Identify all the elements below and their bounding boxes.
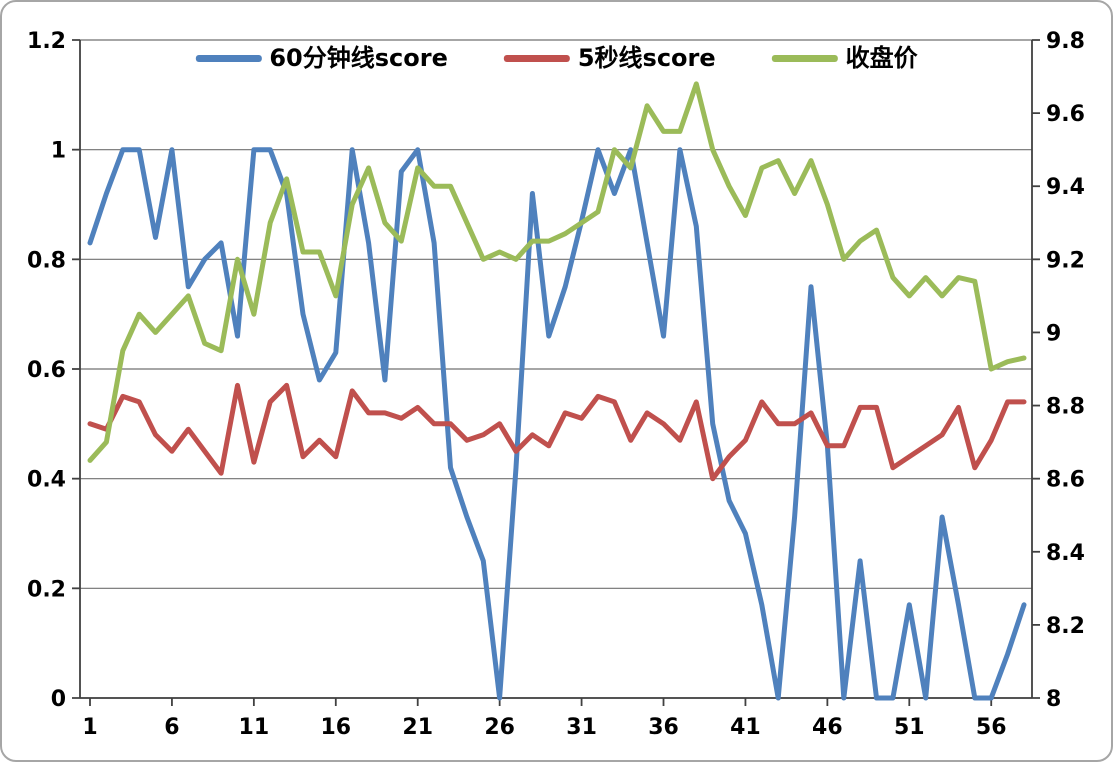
series-line-2 (87, 382, 1027, 482)
series-line-3 (87, 81, 1027, 463)
right-axis-tick-label: 9.8 (1046, 29, 1085, 54)
x-axis-tick-label: 11 (239, 715, 270, 740)
right-axis-tick-label: 8 (1046, 687, 1061, 712)
left-axis-tick-label: 0.4 (27, 468, 66, 493)
legend-swatch-close-price (771, 54, 838, 62)
x-axis-tick-label: 46 (812, 715, 843, 740)
right-axis-tick-label: 9.6 (1046, 102, 1085, 127)
series-line-1 (87, 147, 1027, 701)
right-axis-tick-label: 9.2 (1046, 248, 1085, 273)
x-axis-tick-label: 56 (976, 715, 1007, 740)
left-axis-tick-label: 0.8 (27, 248, 66, 273)
x-axis-tick-label: 51 (894, 715, 925, 740)
legend-swatch-5sec-score (503, 54, 570, 62)
x-axis-tick-label: 31 (566, 715, 597, 740)
right-axis-tick-label: 8.2 (1046, 614, 1085, 639)
left-axis-tick-label: 0.6 (27, 358, 66, 383)
right-axis-tick-label: 8.8 (1046, 395, 1085, 420)
right-axis-tick-label: 8.4 (1046, 541, 1085, 566)
legend-item-5sec-score: 5秒线score (503, 44, 716, 72)
right-axis-tick-label: 8.6 (1046, 468, 1085, 493)
legend-label-5sec-score: 5秒线score (577, 44, 716, 72)
x-axis-tick-label: 21 (402, 715, 433, 740)
legend-swatch-60min-score (195, 54, 262, 62)
x-axis-tick-label: 16 (320, 715, 351, 740)
legend-label-60min-score: 60分钟线score (269, 44, 448, 72)
chart-legend: 60分钟线score 5秒线score 收盘价 (195, 44, 918, 72)
legend-item-60min-score: 60分钟线score (195, 46, 448, 70)
x-axis-tick-label: 26 (484, 715, 515, 740)
legend-label-close-price: 收盘价 (845, 44, 918, 72)
legend-item-close-price: 收盘价 (771, 44, 918, 72)
left-axis-tick-label: 0 (51, 687, 66, 712)
x-axis-tick-label: 1 (82, 715, 97, 740)
left-axis-tick-label: 1.2 (27, 29, 66, 54)
left-axis-tick-label: 0.2 (27, 577, 66, 602)
x-axis-tick-label: 6 (164, 715, 179, 740)
right-axis-tick-label: 9 (1046, 321, 1061, 346)
right-axis-tick-label: 9.4 (1046, 175, 1085, 200)
x-axis-tick-label: 41 (730, 715, 761, 740)
x-axis-tick-label: 36 (648, 715, 679, 740)
left-axis-tick-label: 1 (51, 139, 66, 164)
